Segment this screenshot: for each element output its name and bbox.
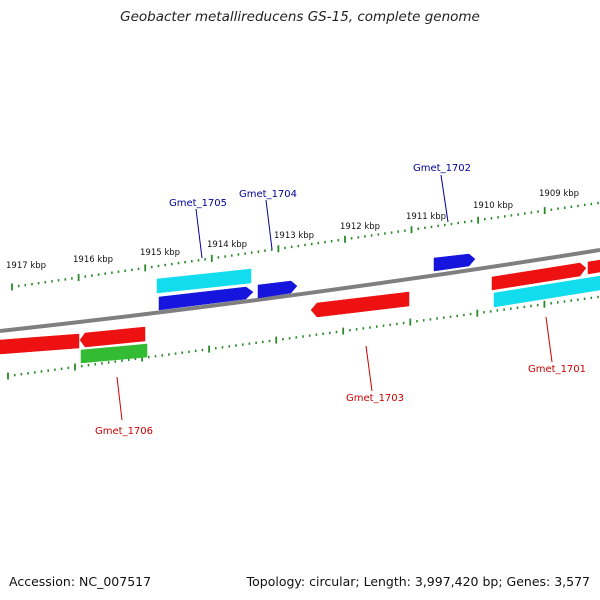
ruler-label-1915: 1915 kbp — [140, 248, 180, 258]
ruler-ticks-lower — [7, 295, 599, 380]
gene-label-gmet-1703: Gmet_1703 — [346, 393, 404, 404]
gene-label-gmet-1705: Gmet_1705 — [169, 198, 227, 209]
leader-line-1706 — [116, 376, 123, 421]
ruler-ticks-upper — [11, 201, 599, 291]
genome-info-text: Topology: circular; Length: 3,997,420 bp… — [246, 574, 590, 589]
accession-text: Accession: NC_007517 — [9, 574, 152, 589]
ruler-label-1916: 1916 kbp — [73, 255, 113, 265]
ruler-label-1913: 1913 kbp — [274, 231, 314, 241]
ruler-label-1909: 1909 kbp — [539, 189, 579, 199]
gene-arrow-1702 — [433, 253, 476, 272]
gene-labels: Gmet_1705 Gmet_1704 Gmet_1702 Gmet_1706 … — [95, 163, 586, 437]
leader-line-1702 — [440, 174, 449, 223]
ruler-label-1910: 1910 kbp — [473, 201, 513, 211]
genome-backbone — [0, 248, 600, 333]
gene-arrow-1706-b — [79, 326, 146, 348]
leader-line-1705 — [195, 208, 203, 259]
gene-arrow-1703 — [310, 291, 410, 318]
gene-label-gmet-1701: Gmet_1701 — [528, 364, 586, 375]
ruler-label-1914: 1914 kbp — [207, 240, 247, 250]
gene-arrow-1705-cyan — [156, 268, 252, 294]
gene-features — [0, 253, 600, 364]
gene-arrow-1705-blue — [158, 286, 254, 311]
leader-line-1704 — [265, 199, 273, 250]
leader-line-1701 — [545, 316, 553, 363]
gene-arrow-1701-a — [491, 262, 587, 291]
leader-line-1703 — [365, 345, 373, 392]
gene-arrow-1701-cyan — [493, 275, 600, 308]
ruler-label-1912: 1912 kbp — [340, 222, 380, 232]
gene-label-gmet-1702: Gmet_1702 — [413, 163, 471, 174]
gene-arrow-1706-a — [0, 333, 80, 355]
gene-arrow-1706-green — [80, 343, 148, 364]
ruler-label-1917: 1917 kbp — [6, 261, 46, 271]
gene-label-gmet-1704: Gmet_1704 — [239, 189, 297, 200]
gene-arrow-1704 — [257, 280, 298, 299]
gene-arrow-1701-b — [587, 259, 600, 275]
map-title: Geobacter metallireducens GS-15, complet… — [120, 9, 480, 25]
gene-label-gmet-1706: Gmet_1706 — [95, 426, 153, 437]
ruler-label-1911: 1911 kbp — [406, 212, 446, 222]
gene-leader-lines — [116, 174, 553, 421]
